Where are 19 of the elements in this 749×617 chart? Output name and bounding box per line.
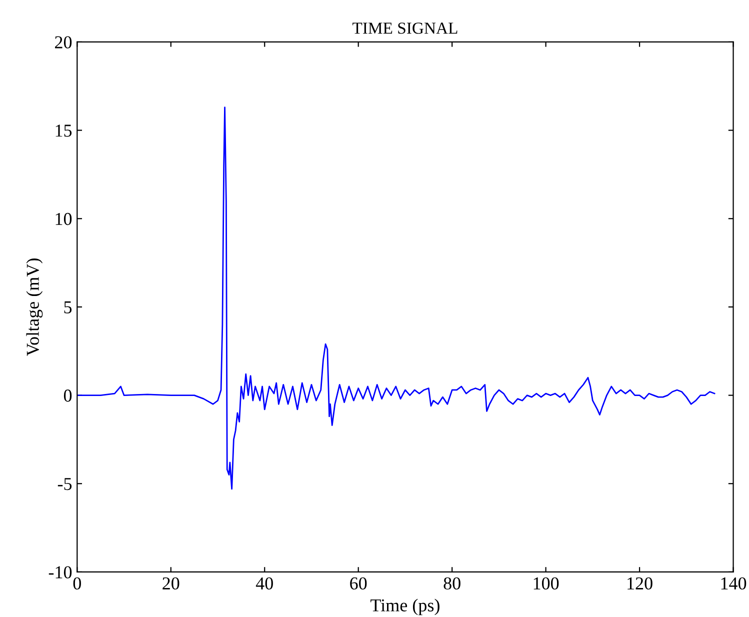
y-tick-label: -10 [48, 566, 72, 578]
x-tick-label: 100 [534, 577, 559, 590]
line-series [77, 106, 716, 490]
x-tick-label: 140 [721, 577, 746, 590]
x-tick-label: 20 [162, 577, 180, 590]
y-tick-label: -5 [58, 478, 72, 490]
chart-title: TIME SIGNAL [352, 22, 458, 34]
y-tick-label: 15 [56, 124, 72, 137]
x-tick-label: 40 [256, 577, 273, 590]
x-tick-label: 0 [73, 577, 81, 590]
y-axis-title: Voltage (mV) [26, 258, 43, 356]
y-tick-label: 20 [55, 36, 72, 48]
x-tick-label: 60 [350, 577, 367, 590]
y-tick-label: 10 [56, 212, 72, 226]
x-tick-label: 80 [444, 577, 460, 590]
y-tick-label: 5 [64, 301, 72, 314]
y-tick-label: 0 [64, 390, 72, 402]
x-axis-title: Time (ps) [370, 598, 440, 616]
x-tick-label: 120 [628, 577, 652, 590]
